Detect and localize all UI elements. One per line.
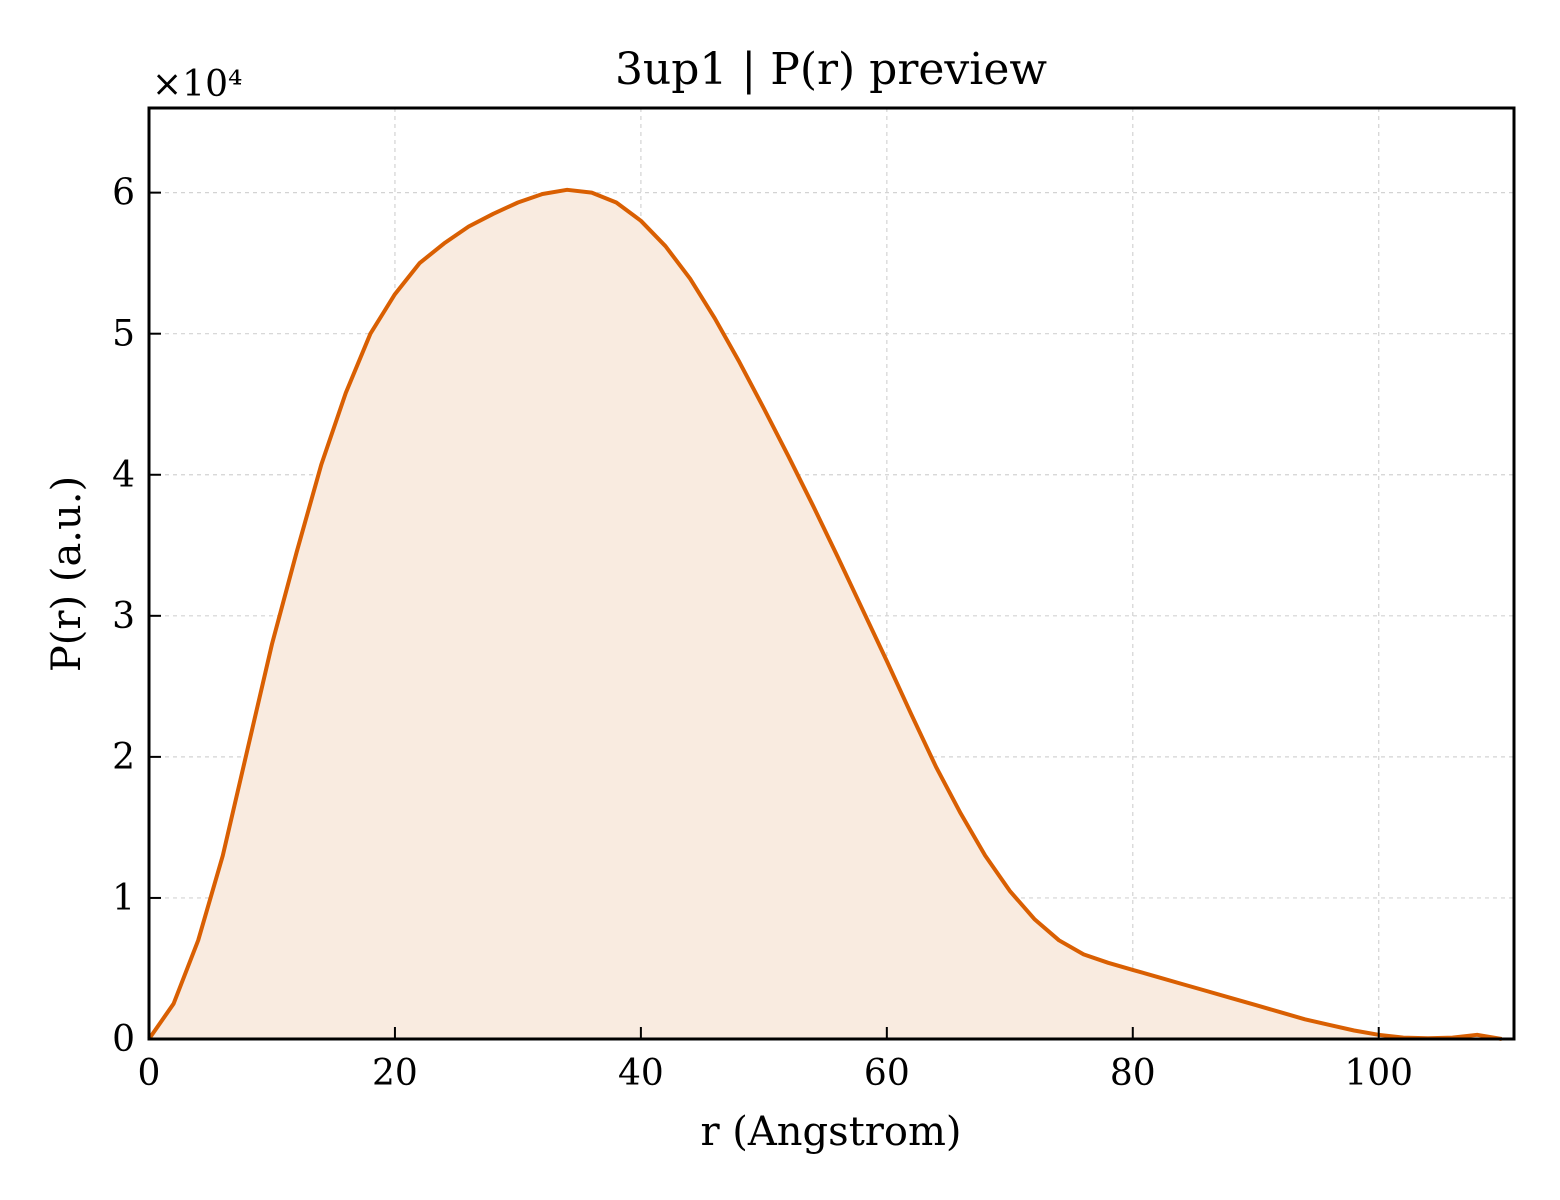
pr-line	[147, 187, 1503, 1041]
y-axis-label: P(r) (a.u.)	[44, 476, 90, 672]
x-tick-label: 20	[372, 1053, 418, 1094]
y-tick-label: 4	[112, 455, 135, 496]
y-tick-label: 1	[112, 878, 135, 919]
chart-title: 3up1 | P(r) preview	[615, 44, 1047, 95]
y-tick-label: 3	[112, 596, 135, 637]
y-tick-label: 5	[112, 314, 135, 355]
y-tick-label: 0	[112, 1019, 135, 1060]
x-tick-label: 60	[864, 1053, 910, 1094]
y-tick-label: 6	[112, 173, 135, 214]
y-tick-label: 2	[112, 737, 135, 778]
x-tick-label: 100	[1344, 1053, 1413, 1094]
pr-area-fill	[149, 189, 1502, 1040]
y-multiplier-label: ×10⁴	[152, 64, 242, 105]
x-tick-label: 0	[138, 1053, 161, 1094]
x-axis-label: r (Angstrom)	[700, 1109, 961, 1155]
x-tick-label: 80	[1110, 1053, 1156, 1094]
plot-frame	[147, 106, 1516, 1041]
x-tick-labels: 0 20 40 60 80 100	[138, 1053, 1414, 1094]
x-tick-label: 40	[618, 1053, 664, 1094]
y-tick-labels: 0 1 2 3 4 5 6	[112, 173, 135, 1060]
